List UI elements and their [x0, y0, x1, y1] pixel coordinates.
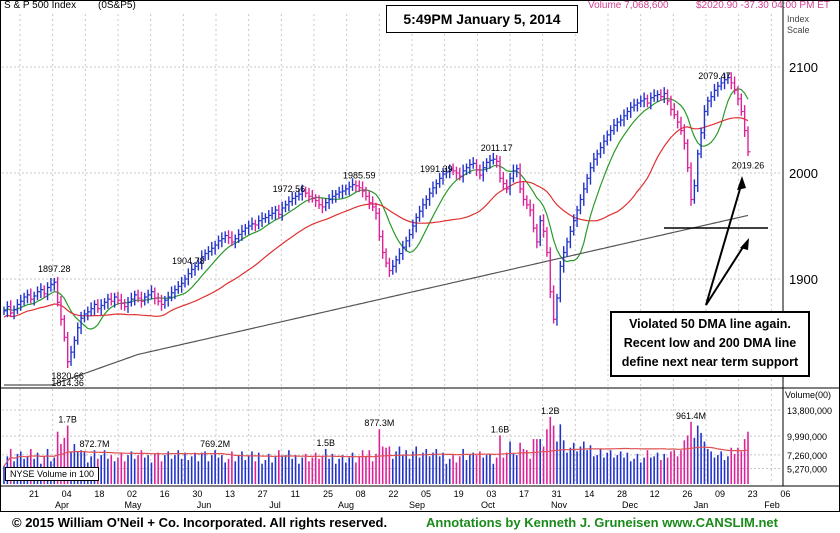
timestamp-box: 5:49PM January 5, 2014: [386, 5, 578, 33]
x-tick-label: 02: [127, 489, 137, 499]
x-tick-label: 04: [62, 489, 72, 499]
x-tick-label: 28: [617, 489, 627, 499]
volume-peak-label: 1.7B: [58, 415, 77, 425]
index-scale-line-2: Scale: [787, 25, 810, 35]
high-low-labels: 1897.28 1814.36 1985.59 1991.39 1904.78 2011.…: [38, 71, 764, 388]
annotation-line-3: define next near term support: [621, 355, 799, 369]
x-tick-label: 21: [29, 489, 39, 499]
index-title: S & P 500 Index: [4, 0, 77, 11]
x-tick-label: 13: [225, 489, 235, 499]
volume-axis-title: Volume(00): [785, 390, 831, 400]
x-tick-label: 14: [584, 489, 594, 499]
x-tick-label: 23: [748, 489, 758, 499]
month-label: Nov: [551, 500, 568, 510]
high-low-label: 1991.39: [420, 164, 453, 174]
volume-peak-label: 769.2M: [200, 439, 230, 449]
price-readout: $2020.90 -37.30 04:00 PM ET: [696, 0, 830, 11]
high-low-label: 2011.17: [481, 143, 513, 153]
month-label: Oct: [481, 500, 496, 510]
arrowhead: [740, 238, 749, 250]
x-tick-label: 11: [291, 489, 300, 499]
arrowhead: [737, 176, 746, 190]
x-tick-label: 25: [323, 489, 333, 499]
x-tick-label: 17: [519, 489, 529, 499]
annotation-line-2: Recent low and 200 DMA line: [623, 336, 797, 350]
volume-bars: [3, 416, 749, 484]
month-label: Feb: [764, 500, 780, 510]
axis-labels: 21 04 18 02 16 30 13 27 11 25 08 22 05 19 03 17 31 14 28 12…: [29, 489, 790, 510]
volume-peak-label: 872.7M: [79, 439, 109, 449]
x-tick-label: 31: [552, 489, 562, 499]
annotation-credits: Annotations by Kenneth J. Gruneisen www.…: [426, 515, 778, 530]
volume-peak-label: 1.5B: [316, 438, 335, 448]
x-tick-label: 05: [421, 489, 431, 499]
high-low-label: 1820.66: [51, 371, 84, 381]
volume-tick-label: 13,800,000: [787, 406, 832, 416]
x-tick-label: 18: [94, 489, 104, 499]
month-label: Jul: [269, 500, 281, 510]
nyse-volume-label: NYSE Volume in 100: [5, 467, 100, 481]
month-label: Sep: [409, 500, 425, 510]
high-low-label: 1814.36: [51, 378, 84, 388]
high-low-label: 1972.56: [273, 184, 306, 194]
high-low-label: 1904.78: [172, 256, 205, 266]
month-label: Apr: [55, 500, 69, 510]
x-tick-label: 06: [780, 489, 790, 499]
month-label: Dec: [622, 500, 639, 510]
x-tick-label: 03: [486, 489, 496, 499]
price-grid: 1900 2000 2100: [2, 60, 818, 287]
volume-peak-label: 1.2B: [541, 406, 560, 416]
index-symbol: (0S&P5): [98, 0, 136, 11]
y-tick-label: 1900: [789, 272, 818, 287]
x-tick-label: 19: [454, 489, 464, 499]
copyright-text: © 2015 William O'Neil + Co. Incorporated…: [12, 515, 388, 530]
annotation-arrows: [664, 176, 768, 306]
arrow-line: [705, 181, 743, 306]
x-tick-label: 30: [192, 489, 202, 499]
volume-peak-label: 1.6B: [491, 424, 510, 434]
x-tick-label: 08: [356, 489, 366, 499]
month-label: May: [124, 500, 142, 510]
x-tick-label: 27: [258, 489, 268, 499]
volume-peak-labels: 1.7B 872.7M 769.2M 1.5B 877.3M 1.6B 1.2B 961.4M: [58, 406, 706, 449]
high-low-label: 1897.28: [38, 264, 71, 274]
volume-ma-line: [3, 446, 749, 467]
volume-peak-label: 961.4M: [676, 411, 706, 421]
volume-tick-label: 9,990,000: [787, 432, 827, 442]
y-tick-label: 2000: [789, 166, 818, 181]
arrow-line: [705, 243, 746, 306]
annotation-box: Violated 50 DMA line again. Recent low a…: [610, 311, 810, 377]
high-low-label: 2079.47: [698, 71, 731, 81]
high-low-label: 1985.59: [343, 170, 376, 180]
volume-grid: 13,800,000 9,990,000 7,260,000 5,270,000 Vol…: [0, 0, 840, 487]
month-label: Jan: [694, 500, 709, 510]
month-label: Aug: [338, 500, 354, 510]
annotation-line-1: Violated 50 DMA line again.: [629, 317, 791, 331]
index-scale-label: Index Scale: [787, 14, 810, 36]
y-tick-label: 2100: [789, 60, 818, 75]
x-tick-label: 12: [650, 489, 660, 499]
volume-tick-label: 5,270,000: [787, 464, 827, 474]
x-tick-label: 26: [682, 489, 692, 499]
volume-tick-label: 7,260,000: [787, 451, 827, 461]
x-tick-label: 22: [388, 489, 398, 499]
month-label: Jun: [197, 500, 212, 510]
price-bars: [3, 72, 751, 369]
x-tick-label: 16: [160, 489, 170, 499]
x-tick-label: 09: [715, 489, 725, 499]
volume-readout: Volume 7,068,600: [588, 0, 669, 11]
high-low-label: 2019.26: [732, 161, 765, 171]
ma-200-line: [4, 214, 749, 386]
volume-peak-label: 877.3M: [364, 418, 394, 428]
footer: © 2015 William O'Neil + Co. Incorporated…: [0, 512, 840, 533]
index-scale-line-1: Index: [787, 14, 810, 24]
